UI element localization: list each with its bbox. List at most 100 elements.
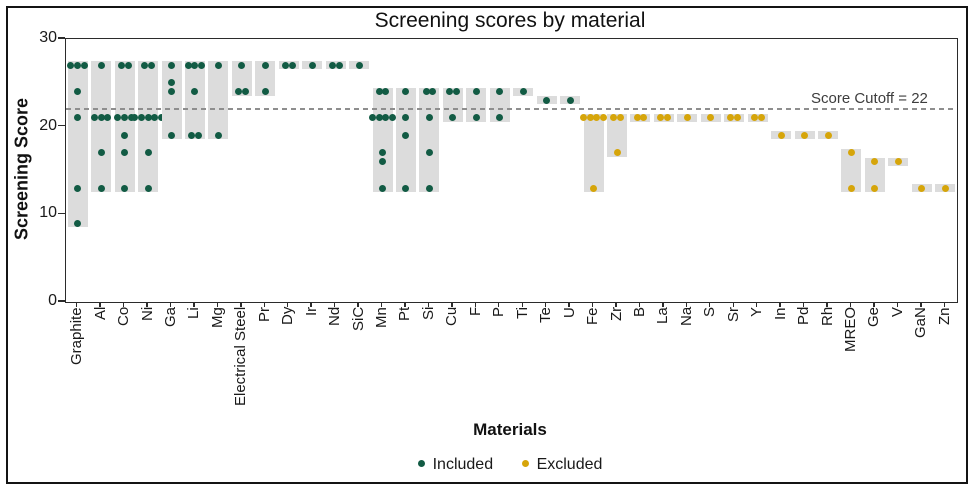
x-tick-label: Dy [279,306,297,325]
x-tick-mark [451,302,453,307]
data-point [663,114,671,122]
data-point [425,184,433,192]
data-point [425,114,433,122]
data-point [214,61,222,69]
data-point [184,61,192,69]
x-tick-label: Cu [443,306,461,326]
x-tick-label: V [888,306,906,317]
data-point [425,149,433,157]
data-point [590,184,598,192]
data-point [97,184,105,192]
data-point [241,88,249,96]
x-tick-label: Fe [584,307,602,325]
range-bar [67,61,88,228]
x-tick-mark [216,302,219,307]
x-tick-label: F [466,306,484,316]
range-bar [864,157,885,192]
x-tick-label: Na [677,306,695,326]
x-tick-label: Sr [724,307,742,322]
x-tick-mark [615,302,617,307]
data-point [519,88,527,96]
x-tick-label: SiC [349,306,367,331]
x-tick-label: Pd [795,306,813,325]
data-point [308,61,316,69]
x-tick-mark [873,302,875,307]
data-point [355,61,363,69]
data-point [375,88,383,96]
x-tick-mark [357,302,359,307]
data-point [613,149,621,157]
data-point [801,131,809,139]
x-tick-mark [755,302,758,307]
data-point [74,61,82,69]
x-tick-mark [662,302,664,307]
data-point [657,114,664,122]
range-bar [91,61,112,192]
x-tick-label: Pt [396,306,414,321]
x-tick-label: La [654,307,672,324]
excluded-dot-icon [521,460,529,467]
data-point [144,149,152,157]
range-bar [841,149,862,192]
x-tick-mark [896,302,899,307]
data-point [894,158,902,166]
data-point [117,61,125,69]
data-point [238,61,246,69]
data-point [496,114,504,122]
x-tick-mark [193,302,195,307]
range-bar [161,61,182,140]
x-tick-mark [287,302,289,307]
data-point [750,114,758,122]
x-tick-label: Al [91,306,109,320]
data-point [191,61,199,69]
x-tick-mark [427,302,430,307]
data-point [261,61,269,69]
x-tick-label: Ge [865,306,883,327]
data-point [121,149,129,157]
plot-area [65,38,958,303]
data-point [543,96,551,104]
y-tick-label: 20 [39,116,57,134]
data-point [328,61,336,69]
y-tick-label: 30 [39,29,57,46]
data-point [168,79,175,87]
data-point [168,131,175,139]
data-point [191,88,199,96]
data-point [104,114,112,122]
x-tick-label: Graphite [68,307,86,365]
data-point [281,61,289,69]
x-tick-label: Mg [208,307,226,328]
x-tick-label: Ni [138,306,156,321]
data-point [422,88,430,96]
range-bar [208,61,229,140]
data-point [579,114,587,122]
x-axis-label: Materials [473,420,547,439]
data-point [727,114,735,122]
x-tick-label: Ti [513,307,531,319]
x-tick-mark [169,302,172,307]
data-point [871,158,879,166]
data-point [130,114,138,122]
x-tick-mark [380,302,383,307]
data-point [402,114,410,122]
x-tick-label: Co [115,306,133,326]
data-point [137,114,145,122]
data-point [375,114,383,122]
x-tick-label: Nd [326,306,344,326]
x-tick-label: Rh [818,306,836,326]
x-tick-mark [779,302,781,307]
data-point [121,114,129,122]
x-tick-mark [802,302,805,307]
data-point [67,61,75,69]
data-point [610,114,618,122]
x-tick-mark [591,302,594,307]
data-point [600,114,608,122]
x-tick-mark [404,302,406,307]
data-point [449,114,457,122]
x-tick-mark [826,302,828,307]
range-bar [583,113,604,192]
data-point [144,114,152,122]
cutoff-label: Score Cutoff = 22 [811,90,928,108]
x-tick-label: S [701,306,719,317]
data-point [214,131,222,139]
